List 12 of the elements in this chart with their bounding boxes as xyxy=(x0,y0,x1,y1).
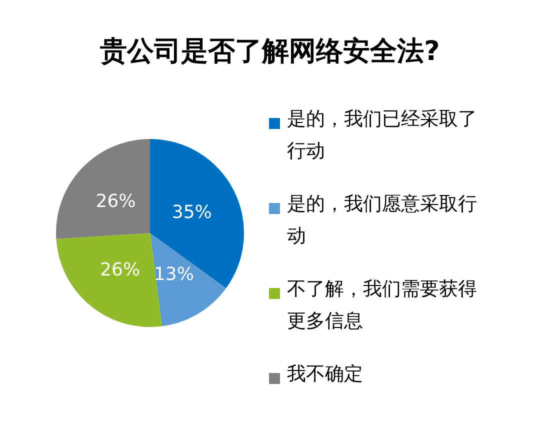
data-label: 13% xyxy=(154,264,194,285)
data-label: 26% xyxy=(96,191,136,212)
legend-label: 是的，我们愿意采取行动 xyxy=(287,193,477,247)
chart-title: 贵公司是否了解网络安全法? xyxy=(99,36,440,67)
pie-slice xyxy=(150,233,226,326)
legend-label: 不了解，我们需要获得更多信息 xyxy=(287,278,477,332)
data-label: 35% xyxy=(172,202,212,223)
legend-label: 我不确定 xyxy=(287,363,363,385)
pie-slice xyxy=(56,139,150,239)
pie-slice xyxy=(150,139,244,288)
legend-label: 是的，我们已经采取了行动 xyxy=(287,108,477,162)
data-label: 26% xyxy=(100,260,140,281)
